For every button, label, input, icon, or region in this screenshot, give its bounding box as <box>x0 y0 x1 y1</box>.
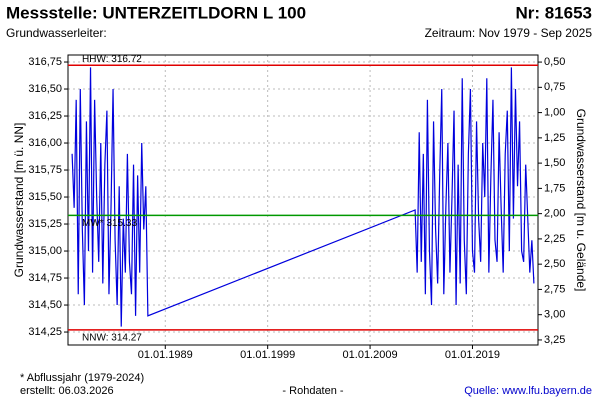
y2-tick-label: 2,25 <box>544 233 565 245</box>
y-tick-label: 314,50 <box>28 299 62 311</box>
reference-label: NNW: 314.27 <box>82 333 142 344</box>
y2-tick-label: 1,50 <box>544 157 565 169</box>
x-tick-label: 01.01.2019 <box>445 349 500 361</box>
y-tick-label: 316,25 <box>28 110 62 122</box>
y2-tick-label: 1,25 <box>544 132 565 144</box>
y2-tick-label: 0,50 <box>544 56 565 68</box>
series-line <box>71 67 535 327</box>
reference-label: HHW: 316.72 <box>82 54 142 65</box>
y2-tick-label: 2,00 <box>544 208 565 220</box>
y2-tick-label: 2,50 <box>544 258 565 270</box>
x-tick-label: 01.01.1999 <box>240 349 295 361</box>
y-tick-label: 316,00 <box>28 137 62 149</box>
subtitle: Grundwasserleiter: <box>6 26 107 40</box>
y-tick-label: 315,00 <box>28 245 62 257</box>
y-tick-label: 314,75 <box>28 272 62 284</box>
y-axis-label: Grundwasserstand [m ü. NN] <box>12 123 26 278</box>
y2-tick-label: 3,00 <box>544 309 565 321</box>
plot-frame <box>67 54 539 346</box>
period: Zeitraum: Nov 1979 - Sep 2025 <box>425 26 593 40</box>
y2-tick-label: 1,00 <box>544 107 565 119</box>
y2-axis-label: Grundwasserstand [m u. Gelände] <box>574 109 588 292</box>
rawdata: - Rohdaten - <box>282 385 343 397</box>
source: Quelle: www.lfu.bayern.de <box>464 385 592 397</box>
chart-title: Messstelle: UNTERZEITLDORN L 100 <box>6 3 306 22</box>
footnote: * Abflussjahr (1979-2024) <box>20 372 144 384</box>
y-tick-label: 314,25 <box>28 326 62 338</box>
created: erstellt: 06.03.2026 <box>20 385 114 397</box>
y2-tick-label: 0,75 <box>544 81 565 93</box>
reference-label: MW* 315.33 <box>82 218 137 229</box>
x-tick-label: 01.01.2009 <box>343 349 398 361</box>
y2-tick-label: 1,75 <box>544 182 565 194</box>
station-number: Nr: 81653 <box>515 3 592 22</box>
y2-tick-label: 3,25 <box>544 334 565 346</box>
y-tick-label: 315,25 <box>28 218 62 230</box>
y-tick-label: 316,50 <box>28 83 62 95</box>
y-tick-label: 315,75 <box>28 164 62 176</box>
y-tick-label: 315,50 <box>28 191 62 203</box>
x-tick-label: 01.01.1989 <box>138 349 193 361</box>
y-tick-label: 316,75 <box>28 56 62 68</box>
y2-tick-label: 2,75 <box>544 283 565 295</box>
